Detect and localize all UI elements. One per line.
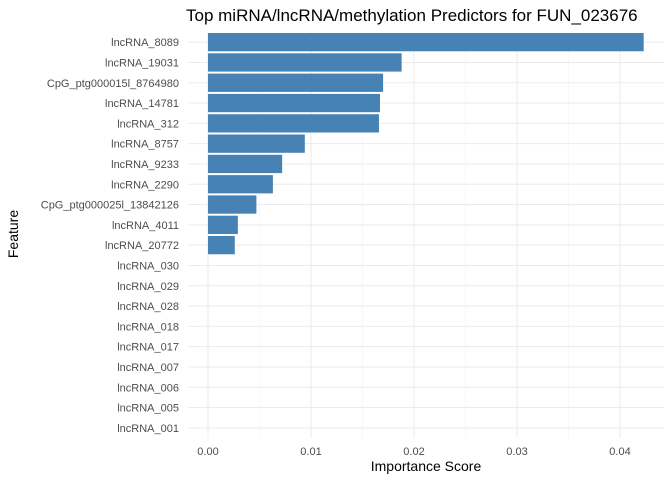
bar xyxy=(208,134,305,153)
y-tick-labels: lncRNA_8089 lncRNA_19031 CpG_ptg000015l_87… xyxy=(41,37,179,435)
y-tick-label: lncRNA_2290 xyxy=(111,179,179,191)
y-tick-label: lncRNA_029 xyxy=(117,281,179,293)
y-tick-label: lncRNA_312 xyxy=(117,118,179,130)
x-tick-label: 0.00 xyxy=(197,446,218,458)
y-tick-label: lncRNA_005 xyxy=(117,403,179,415)
x-tick-label: 0.02 xyxy=(403,446,424,458)
y-tick-label: lncRNA_9233 xyxy=(111,159,179,171)
y-tick-label: lncRNA_19031 xyxy=(105,57,179,69)
bar xyxy=(208,236,235,255)
y-tick-label: lncRNA_20772 xyxy=(105,240,179,252)
bar xyxy=(208,33,644,52)
x-tick-label: 0.04 xyxy=(609,446,630,458)
x-axis-title: Importance Score xyxy=(371,458,482,474)
y-tick-label: lncRNA_018 xyxy=(117,321,179,333)
bar xyxy=(208,114,379,133)
x-tick-label: 0.01 xyxy=(300,446,321,458)
y-tick-label: lncRNA_007 xyxy=(117,362,179,374)
grid-lines xyxy=(188,32,664,438)
bar xyxy=(208,154,283,174)
y-tick-label: lncRNA_030 xyxy=(117,260,179,272)
y-tick-label: CpG_ptg000025l_13842126 xyxy=(41,200,179,212)
bar xyxy=(208,215,238,234)
y-tick-label: lncRNA_028 xyxy=(117,301,179,313)
y-tick-label: lncRNA_4011 xyxy=(112,220,179,232)
bar xyxy=(208,73,384,92)
bar xyxy=(208,195,257,214)
bars xyxy=(208,33,644,255)
x-tick-label: 0.03 xyxy=(506,446,527,458)
y-tick-label: lncRNA_8089 xyxy=(111,37,179,49)
chart-title: Top miRNA/lncRNA/methylation Predictors … xyxy=(186,6,638,25)
y-tick-label: CpG_ptg000015l_8764980 xyxy=(47,78,179,90)
bar xyxy=(208,93,381,113)
bar xyxy=(208,175,273,194)
y-tick-label: lncRNA_017 xyxy=(117,342,179,354)
bar xyxy=(208,53,402,72)
y-tick-label: lncRNA_14781 xyxy=(105,98,179,110)
y-tick-label: lncRNA_001 xyxy=(117,423,179,435)
y-tick-label: lncRNA_8757 xyxy=(111,139,179,151)
x-tick-labels: 0.00 0.01 0.02 0.03 0.04 xyxy=(197,446,630,458)
y-tick-label: lncRNA_006 xyxy=(117,382,179,394)
y-axis-title: Feature xyxy=(5,210,21,258)
